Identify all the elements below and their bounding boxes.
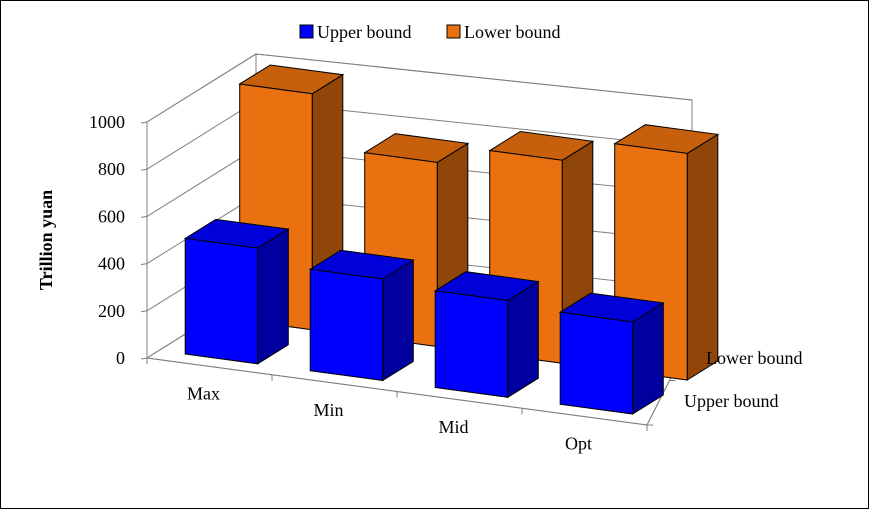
y-tick-label: 600 xyxy=(98,206,125,226)
y-tick-label: 0 xyxy=(116,348,125,368)
legend-label-upper-bound: Upper bound xyxy=(317,22,411,42)
legend: Upper bound Lower bound xyxy=(299,22,560,42)
y-tick xyxy=(140,310,148,313)
category-label: Min xyxy=(313,400,343,420)
y-tick-label: 1000 xyxy=(89,112,125,132)
bar-upper-bound xyxy=(308,249,415,382)
y-tick xyxy=(140,168,148,171)
bar-upper-bound xyxy=(558,292,665,415)
legend-swatch-lower-bound xyxy=(446,24,461,39)
depth-label: Lower bound xyxy=(706,348,802,368)
y-tick xyxy=(140,121,148,124)
y-axis-label: Trillion yuan xyxy=(36,190,56,290)
bar-upper-bound xyxy=(433,271,540,399)
category-label: Opt xyxy=(565,434,592,454)
legend-item-upper-bound: Upper bound xyxy=(299,22,411,42)
depth-labels: Lower bound Upper bound xyxy=(684,348,802,411)
legend-swatch-upper-bound xyxy=(299,24,314,39)
bar-upper-bound-front xyxy=(309,268,384,382)
y-tick-label: 200 xyxy=(98,301,125,321)
y-tick xyxy=(140,357,148,360)
category-labels: Max Min Mid Opt xyxy=(187,383,592,453)
bar-upper-bound-side xyxy=(507,280,539,399)
legend-item-lower-bound: Lower bound xyxy=(446,22,560,42)
depth-label: Upper bound xyxy=(684,391,778,411)
y-tick-labels: 0 200 400 600 800 1000 xyxy=(89,112,125,368)
legend-label-lower-bound: Lower bound xyxy=(464,22,560,42)
bar-upper-bound xyxy=(183,218,290,365)
bar-lower-bound-side xyxy=(686,133,719,381)
bar-upper-bound-front xyxy=(184,237,259,365)
category-label: Max xyxy=(187,383,220,403)
upper-bound-bars xyxy=(183,218,665,415)
y-tick-label: 400 xyxy=(98,254,125,274)
y-tick xyxy=(140,263,148,266)
gridline xyxy=(146,53,693,123)
axes xyxy=(140,121,698,431)
bar-upper-bound-side xyxy=(257,228,289,365)
bar-upper-bound-front xyxy=(559,311,634,415)
y-tick xyxy=(140,215,148,218)
bar-upper-bound-side xyxy=(382,259,414,382)
bar-upper-bound-front xyxy=(434,290,509,398)
category-label: Mid xyxy=(438,417,468,437)
y-tick-label: 800 xyxy=(98,159,125,179)
